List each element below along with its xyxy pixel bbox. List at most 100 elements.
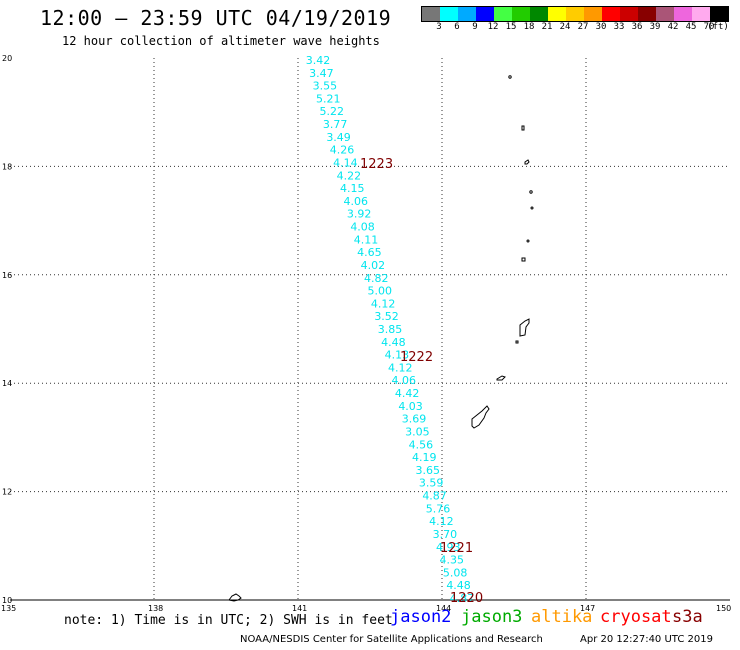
swh-value: 3.42 — [306, 54, 331, 67]
map-subtitle: 12 hour collection of altimeter wave hei… — [62, 34, 380, 48]
lon-label: 135 — [1, 604, 16, 613]
island-outline — [526, 239, 530, 243]
generated-timestamp: Apr 20 12:27:40 UTC 2019 — [580, 634, 713, 645]
swh-value: 4.26 — [330, 144, 355, 157]
swh-value: 4.12 — [388, 361, 413, 374]
swh-value: 4.06 — [391, 374, 416, 387]
legend-swatch — [674, 7, 692, 21]
swh-value: 4.06 — [343, 195, 368, 208]
legend-swatch — [458, 7, 476, 21]
legend-swatch — [512, 7, 530, 21]
swh-value: 4.12 — [371, 297, 396, 310]
swh-value: 4.08 — [350, 221, 375, 234]
lat-lon-grid — [10, 58, 730, 601]
swh-value: 3.69 — [402, 413, 427, 426]
legend-label: 21 — [541, 22, 553, 32]
satellite-label-jason3: jason3 — [461, 607, 523, 627]
island-outline — [228, 593, 242, 602]
lon-label: 147 — [580, 604, 595, 613]
swh-value: 3.49 — [326, 131, 351, 144]
swh-value: 4.87 — [450, 592, 475, 605]
legend-label: 33 — [613, 22, 625, 32]
lat-label: 20 — [2, 54, 12, 63]
legend-swatch — [620, 7, 638, 21]
island-outline — [524, 159, 530, 165]
wave-height-observations: 3.423.473.555.215.223.773.494.264.144.22… — [306, 54, 475, 605]
swh-value: 4.35 — [439, 554, 464, 567]
legend-swatch — [422, 7, 440, 21]
swh-value: 5.76 — [426, 502, 451, 515]
swh-value: 4.56 — [409, 438, 434, 451]
swh-value: 4.82 — [364, 272, 389, 285]
swh-value: 4.12 — [429, 515, 454, 528]
satellite-label-cryosat: cryosat — [600, 607, 672, 627]
legend-swatch — [692, 7, 710, 21]
swh-value: 3.85 — [378, 323, 403, 336]
island-outline — [519, 318, 530, 337]
time-tags: 1223 1222 1221 1220 — [360, 157, 483, 606]
legend-swatch — [530, 7, 548, 21]
lon-label: 144 — [436, 604, 451, 613]
swh-value: 4.87 — [422, 490, 447, 503]
satellite-label-altika: altika — [531, 607, 593, 627]
legend-swatch — [656, 7, 674, 21]
lat-label: 12 — [2, 488, 12, 497]
legend-label: 30 — [595, 22, 607, 32]
lat-label: 16 — [2, 271, 12, 280]
legend-label: 9 — [472, 22, 478, 32]
swh-value: 3.55 — [313, 80, 338, 93]
swh-value: 4.03 — [398, 400, 423, 413]
legend-label: 39 — [649, 22, 661, 32]
legend-swatch — [548, 7, 566, 21]
legend-label: 70 — [703, 22, 715, 32]
credit-text: NOAA/NESDIS Center for Satellite Applica… — [240, 634, 543, 645]
island-outline — [521, 257, 526, 262]
legend-label: 27 — [577, 22, 589, 32]
swh-value: 4.42 — [395, 387, 420, 400]
legend-label: 24 — [559, 22, 571, 32]
legend-swatch — [602, 7, 620, 21]
swh-value: 3.65 — [415, 464, 440, 477]
lat-label: 14 — [2, 379, 12, 388]
swh-value: 3.52 — [374, 310, 399, 323]
legend-label: 42 — [667, 22, 679, 32]
swh-value: 5.00 — [367, 285, 392, 298]
swh-value: 5.22 — [319, 105, 344, 118]
time-tag: 1223 — [360, 157, 393, 172]
swh-value: 3.70 — [433, 528, 458, 541]
legend-label: 6 — [454, 22, 460, 32]
swh-value: 4.02 — [361, 259, 386, 272]
legend-label: 3 — [436, 22, 442, 32]
swh-value: 5.08 — [443, 566, 468, 579]
legend-label: (ft) — [707, 22, 729, 32]
swh-value: 4.14 — [333, 156, 358, 169]
lat-label: 10 — [2, 596, 12, 605]
lon-label: 150 — [716, 604, 731, 613]
swh-value: 4.13 — [385, 349, 410, 362]
swh-value: 4.15 — [340, 182, 365, 195]
swh-value: 3.92 — [347, 208, 372, 221]
legend-label: 15 — [505, 22, 517, 32]
swh-value: 3.77 — [323, 118, 348, 131]
coastlines — [228, 75, 534, 602]
legend-label: 18 — [523, 22, 535, 32]
swh-value: 5.21 — [316, 92, 341, 105]
island-outline — [515, 340, 519, 344]
map-title: 12:00 – 23:59 UTC 04/19/2019 — [40, 6, 392, 30]
swh-value: 4.48 — [446, 579, 471, 592]
island-outline — [521, 125, 525, 131]
swh-value: 3.05 — [405, 425, 430, 438]
island-outline — [530, 206, 534, 210]
legend-swatch — [710, 7, 728, 21]
island-outline — [508, 75, 512, 79]
time-tag: 1222 — [400, 350, 433, 365]
swh-value: 4.65 — [357, 246, 382, 259]
legend-swatch — [566, 7, 584, 21]
legend-label: 45 — [685, 22, 697, 32]
swh-value: 4.22 — [337, 169, 362, 182]
island-outline — [529, 190, 533, 194]
lon-label: 141 — [292, 604, 307, 613]
swh-value: 4.93 — [436, 541, 461, 554]
